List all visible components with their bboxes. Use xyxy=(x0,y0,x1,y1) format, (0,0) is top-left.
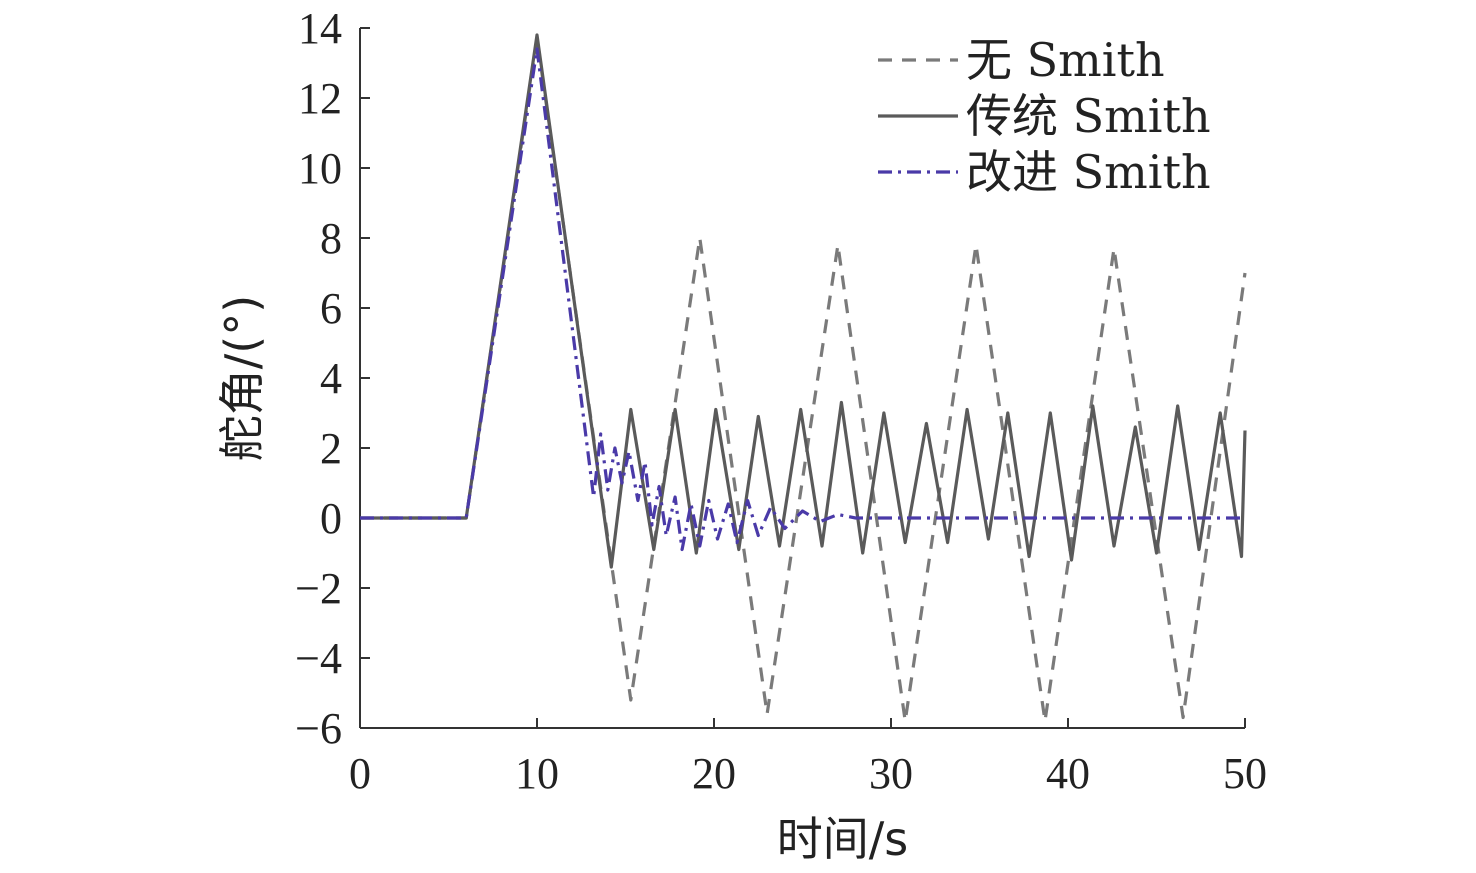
y-tick-label: −2 xyxy=(295,564,342,613)
legend-label-improved-smith: 改进 Smith xyxy=(966,145,1211,199)
x-tick-label: 40 xyxy=(1046,749,1090,798)
legend-label-traditional-smith: 传统 Smith xyxy=(966,89,1211,143)
x-tick-label: 10 xyxy=(515,749,559,798)
x-tick-label: 50 xyxy=(1223,749,1267,798)
y-tick-label: 4 xyxy=(320,354,342,403)
y-tick-label: −6 xyxy=(295,704,342,753)
series-line-improved-smith xyxy=(360,47,1245,552)
axes: 0 10 20 30 40 50 −6 −4 −2 0 2 4 6 8 10 12 14 xyxy=(295,4,1267,798)
x-ticks: 0 10 20 30 40 50 xyxy=(349,718,1267,798)
y-tick-label: 6 xyxy=(320,284,342,333)
x-tick-label: 0 xyxy=(349,749,371,798)
y-ticks: −6 −4 −2 0 2 4 6 8 10 12 14 xyxy=(295,4,370,753)
plot-lines xyxy=(360,33,1247,723)
x-tick-label: 20 xyxy=(692,749,736,798)
series-line-traditional-smith xyxy=(360,33,1247,569)
y-axis-title: 舵角/(°) xyxy=(215,295,269,461)
x-tick-label: 30 xyxy=(869,749,913,798)
y-tick-label: −4 xyxy=(295,634,342,683)
y-tick-label: 12 xyxy=(298,74,342,123)
legend: 无 Smith 传统 Smith 改进 Smith xyxy=(878,33,1211,199)
y-tick-label: 10 xyxy=(298,144,342,193)
y-tick-label: 14 xyxy=(298,4,342,53)
x-axis-title: 时间/s xyxy=(777,812,908,866)
y-tick-label: 2 xyxy=(320,424,342,473)
y-tick-label: 8 xyxy=(320,214,342,263)
y-tick-label: 0 xyxy=(320,494,342,543)
legend-label-no-smith: 无 Smith xyxy=(966,33,1165,87)
